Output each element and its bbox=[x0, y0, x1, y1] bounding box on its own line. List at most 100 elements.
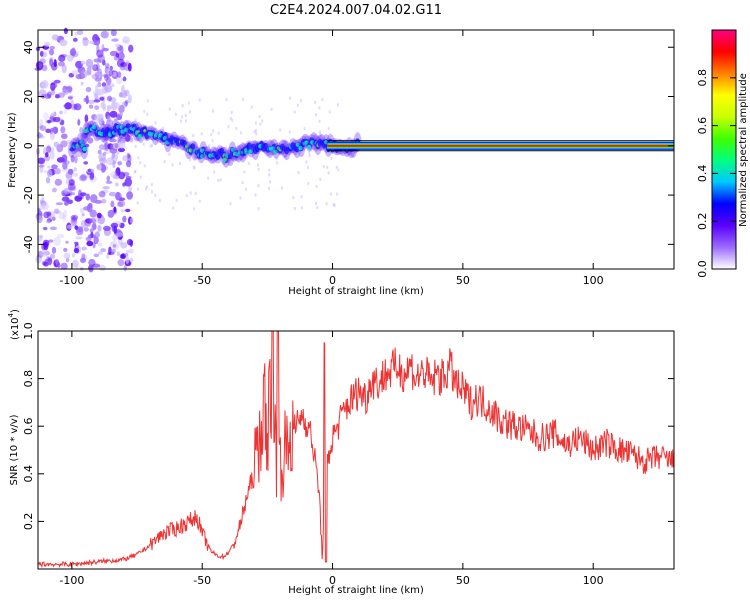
spectrogram-speckle bbox=[211, 139, 214, 143]
spectrogram-noise-cell bbox=[113, 174, 118, 179]
spectrogram-noise-cell bbox=[39, 125, 47, 131]
spectrogram-noise-cell bbox=[117, 147, 125, 153]
spectrogram-noise-cell bbox=[49, 84, 57, 88]
spectrogram-panel: -100 -50 0 50 100 40 20 0 -20 -40 Height of stra… bbox=[7, 27, 675, 297]
spectrogram-speckle bbox=[336, 192, 339, 196]
spectrogram-speckle bbox=[326, 165, 329, 169]
spectrogram-noise-cell bbox=[67, 182, 76, 191]
spectrogram-speckle bbox=[134, 170, 137, 174]
spectrogram-speckle bbox=[258, 114, 261, 118]
spectrogram-noise-cell bbox=[115, 46, 122, 55]
spectrogram-speckle bbox=[318, 106, 321, 110]
spectrogram-noise-cell bbox=[98, 144, 106, 150]
spectrogram-ridge-peak bbox=[273, 149, 278, 154]
spectrogram-speckle bbox=[275, 157, 278, 161]
spectrogram-speckle bbox=[181, 115, 184, 119]
spectrogram-speckle bbox=[319, 133, 322, 137]
snr-x-tick-label: 100 bbox=[583, 574, 604, 587]
spectrogram-noise-cell bbox=[69, 186, 77, 192]
spectrogram-speckle bbox=[175, 198, 178, 202]
spectrogram-speckle bbox=[180, 119, 183, 123]
spectrogram-noise-cell bbox=[63, 187, 71, 195]
spectrogram-noise-cell bbox=[129, 239, 134, 247]
spectrogram-noise-cell bbox=[109, 171, 118, 178]
spectrogram-noise-cell bbox=[122, 155, 129, 162]
spectrogram-noise-cell bbox=[54, 168, 61, 175]
spectrogram-noise-cell bbox=[77, 118, 81, 126]
spectrogram-speckle bbox=[215, 158, 218, 162]
spectrogram-speckle bbox=[336, 103, 339, 107]
spectrogram-noise-cell bbox=[129, 257, 134, 263]
spectrogram-noise-cell bbox=[123, 264, 127, 272]
spectrogram-ridge-peak bbox=[306, 144, 312, 150]
spectrogram-noise-cell bbox=[72, 37, 78, 42]
snr-x-ticks: -100 -50 0 50 100 bbox=[59, 331, 604, 587]
spectrogram-noise-cell bbox=[115, 75, 123, 85]
spectrogram-speckle bbox=[231, 118, 234, 122]
spectrogram-noise-cell bbox=[86, 203, 93, 213]
spectrogram-noise-cell bbox=[68, 178, 75, 186]
spectrogram-noise-cell bbox=[100, 102, 105, 109]
spectrogram-speckle bbox=[172, 206, 175, 210]
svg-text:(x104): (x104) bbox=[7, 309, 21, 340]
spectrogram-noise-cell bbox=[104, 74, 109, 81]
spectrogram-speckle bbox=[178, 162, 181, 166]
spectrogram-speckle bbox=[288, 130, 291, 134]
spectrogram-x-tick-label: -100 bbox=[59, 274, 84, 287]
spectrogram-speckle bbox=[145, 124, 148, 128]
spectrogram-noise-cell bbox=[114, 168, 120, 177]
spectrogram-noise-cell bbox=[79, 207, 85, 214]
spectrogram-noise-cell bbox=[46, 211, 52, 217]
spectrogram-noise-cell bbox=[89, 172, 95, 181]
spectrogram-speckle bbox=[328, 110, 331, 114]
spectrogram-noise-cell bbox=[80, 132, 85, 142]
spectrogram-noise-cell bbox=[62, 88, 69, 95]
spectrogram-noise-cell bbox=[76, 227, 84, 236]
spectrogram-noise-cell bbox=[83, 161, 89, 165]
spectrogram-speckle bbox=[268, 168, 271, 172]
spectrogram-noise-cell bbox=[120, 66, 125, 71]
spectrogram-noise-cell bbox=[111, 153, 119, 162]
spectrogram-noise-cell bbox=[81, 253, 86, 261]
spectrogram-noise-cell bbox=[83, 227, 89, 232]
spectrogram-speckle bbox=[225, 98, 228, 102]
spectrogram-noise-cell bbox=[37, 250, 44, 258]
spectrogram-noise-cell bbox=[119, 222, 125, 229]
spectrogram-noise-cell bbox=[53, 141, 60, 148]
spectrogram-noise-cell bbox=[59, 110, 63, 115]
spectrogram-noise-cell bbox=[117, 71, 122, 78]
spectrogram-speckle bbox=[184, 148, 187, 152]
spectrogram-speckle bbox=[316, 205, 319, 209]
spectrogram-noise-cell bbox=[80, 173, 87, 180]
spectrogram-noise-cell bbox=[66, 139, 73, 145]
spectrogram-noise-cell bbox=[114, 117, 118, 122]
spectrogram-speckle bbox=[194, 191, 197, 195]
spectrogram-noise-cell bbox=[122, 39, 129, 43]
spectrogram-noise-cell bbox=[128, 248, 134, 254]
spectrogram-speckle bbox=[189, 158, 192, 162]
spectrogram-noise-cell bbox=[50, 82, 58, 89]
spectrogram-speckle bbox=[254, 129, 257, 133]
spectrogram-noise-cell bbox=[101, 30, 110, 39]
spectrogram-ridge-peak bbox=[137, 133, 143, 139]
spectrogram-ridge-peak bbox=[298, 145, 303, 151]
colorbar-tick-label: 0.4 bbox=[696, 165, 709, 183]
snr-frame bbox=[37, 330, 675, 570]
spectrogram-speckle bbox=[193, 207, 196, 211]
spectrogram-speckle bbox=[134, 118, 137, 122]
spectrogram-noise-cell bbox=[126, 191, 133, 200]
spectrogram-noise-cell bbox=[85, 95, 89, 105]
spectrogram-noise-cell bbox=[111, 152, 116, 159]
spectrogram-noise-cell bbox=[49, 82, 56, 91]
spectrogram-noise-cell bbox=[78, 193, 85, 197]
spectrogram-speckle bbox=[327, 127, 330, 131]
spectrogram-speckle bbox=[144, 187, 147, 191]
spectrogram-noise-cell bbox=[104, 149, 111, 155]
spectrogram-noise-cell bbox=[51, 246, 57, 254]
spectrogram-noise-cell bbox=[113, 206, 117, 213]
spectrogram-speckle bbox=[314, 113, 317, 117]
spectrogram-speckle bbox=[254, 121, 257, 125]
spectrogram-noise-cell bbox=[116, 251, 121, 257]
spectrogram-speckle bbox=[217, 178, 220, 182]
spectrogram-noise-cell bbox=[85, 193, 91, 201]
